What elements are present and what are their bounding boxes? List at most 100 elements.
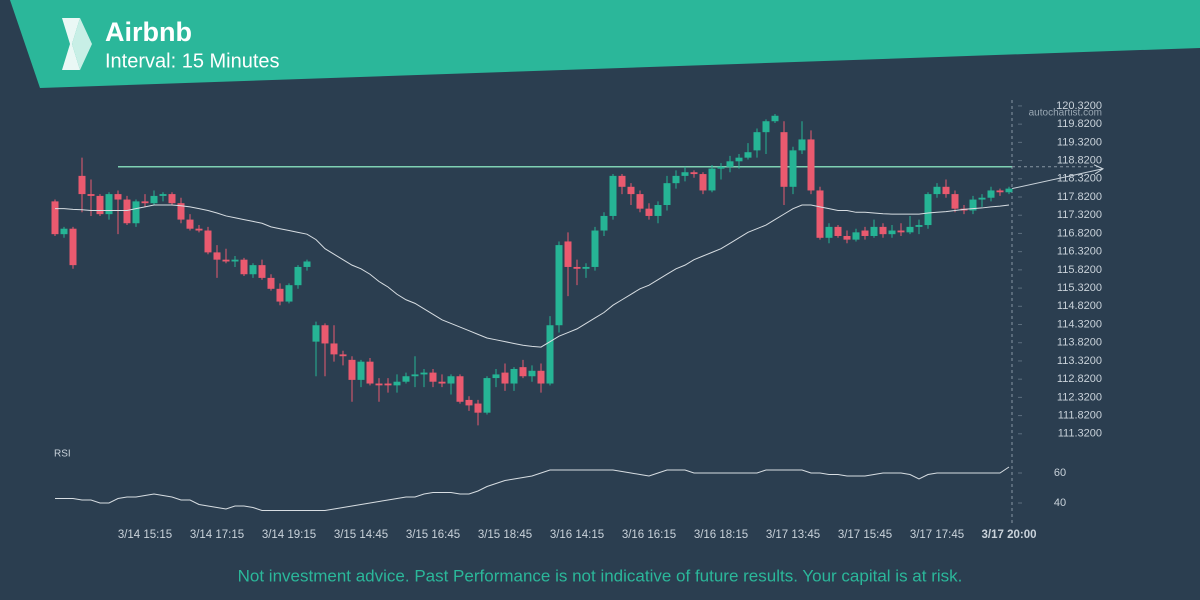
y-tick-label: 111.8200 xyxy=(1058,409,1102,421)
candle-body xyxy=(258,265,266,278)
candle-body xyxy=(708,168,716,191)
candle-body xyxy=(834,226,842,236)
candle-body xyxy=(906,226,914,233)
watermark: autochartist.com xyxy=(1029,108,1102,119)
y-tick-label: 118.8200 xyxy=(1057,154,1102,166)
candle-body xyxy=(213,252,221,260)
candle-body xyxy=(978,197,986,200)
header-title: Airbnb xyxy=(105,17,192,47)
x-tick-label: 3/17 17:45 xyxy=(910,529,964,541)
candle-body xyxy=(699,174,707,191)
candle-body xyxy=(942,186,950,195)
candle-body xyxy=(996,190,1004,193)
x-tick-label: 3/14 17:15 xyxy=(190,529,244,541)
candle-body xyxy=(825,226,833,238)
x-tick-label: 3/16 16:15 xyxy=(622,529,676,541)
y-tick-label: 120.3200 xyxy=(1056,100,1102,112)
candle-body xyxy=(519,367,527,377)
candle-body xyxy=(987,190,995,198)
rsi-tick-label: 60 xyxy=(1054,467,1066,479)
candle-body xyxy=(591,230,599,267)
candle-body xyxy=(357,361,365,380)
candle-body xyxy=(798,139,806,151)
y-tick-label: 112.8200 xyxy=(1057,373,1102,385)
x-tick-label: 3/17 13:45 xyxy=(766,529,820,541)
plot: 111.3200 111.8200 112.3200 112.8200 113.3200… xyxy=(51,100,1105,541)
candle-body xyxy=(465,399,473,406)
candle-body xyxy=(168,194,176,204)
candle-body xyxy=(744,152,752,158)
candle-body xyxy=(87,194,95,196)
candle-body xyxy=(204,230,212,253)
candle-body xyxy=(690,172,698,175)
candle-body xyxy=(735,157,743,162)
candle-body xyxy=(267,277,275,289)
candle-body xyxy=(456,376,464,402)
x-tick-label: 3/15 16:45 xyxy=(406,529,460,541)
candle-body xyxy=(321,325,329,344)
header-banner xyxy=(10,0,1200,88)
candle-body xyxy=(393,381,401,386)
y-tick-label: 114.8200 xyxy=(1057,300,1102,312)
y-tick-label: 117.8200 xyxy=(1057,191,1102,203)
candle-body xyxy=(132,201,140,224)
y-tick-label: 111.3200 xyxy=(1058,428,1102,440)
candle-body xyxy=(672,175,680,184)
candle-body xyxy=(447,376,455,384)
candle-body xyxy=(915,225,923,227)
x-tick-label: 3/17 15:45 xyxy=(838,529,892,541)
x-tick-label: 3/16 14:15 xyxy=(550,529,604,541)
candle-body xyxy=(141,201,149,204)
candle-body xyxy=(969,199,977,211)
candle-body xyxy=(609,175,617,216)
candle-body xyxy=(780,132,788,187)
y-tick-label: 116.8200 xyxy=(1057,227,1102,239)
candle-body xyxy=(573,266,581,269)
candle-body xyxy=(330,343,338,355)
candle-body xyxy=(1005,188,1013,193)
candle-body xyxy=(663,183,671,206)
candle-body xyxy=(303,261,311,267)
candle-body xyxy=(645,208,653,216)
logo xyxy=(62,18,80,70)
y-tick-label: 116.3200 xyxy=(1057,246,1102,258)
candle-body xyxy=(654,205,662,216)
candle-body xyxy=(384,383,392,386)
candle-body xyxy=(771,115,779,122)
candle-body xyxy=(150,195,158,204)
candle-body xyxy=(843,235,851,240)
candle-body xyxy=(636,194,644,209)
candle-body xyxy=(348,359,356,380)
candle-body xyxy=(528,370,536,377)
y-tick-label: 118.3200 xyxy=(1057,173,1102,185)
candle-body xyxy=(159,194,167,196)
candle-body xyxy=(366,361,374,384)
candle-body xyxy=(231,259,239,262)
x-tick-label: 3/14 15:15 xyxy=(118,529,172,541)
candle-body xyxy=(897,230,905,233)
x-tick-label: 3/14 19:15 xyxy=(262,529,316,541)
candle-body xyxy=(951,194,959,209)
disclaimer: Not investment advice. Past Performance … xyxy=(238,566,963,585)
candle-body xyxy=(474,403,482,413)
candle-body xyxy=(339,354,347,357)
x-tick-label: 3/15 18:45 xyxy=(478,529,532,541)
candle-body xyxy=(105,194,113,215)
rsi-line xyxy=(55,466,1010,511)
candle-body xyxy=(69,228,77,266)
candle-body xyxy=(807,139,815,191)
candle-body xyxy=(564,241,572,267)
y-tick-label: 115.8200 xyxy=(1057,264,1102,276)
candle-body xyxy=(420,372,428,375)
candle-body xyxy=(285,285,293,302)
forecast-arrow xyxy=(1011,164,1105,190)
candle-body xyxy=(870,226,878,236)
candle-body xyxy=(501,372,509,384)
logo xyxy=(72,18,92,70)
candle-body xyxy=(627,186,635,195)
candle-body xyxy=(240,259,248,275)
candle-body xyxy=(789,150,797,187)
candle-body xyxy=(681,172,689,176)
candle-body xyxy=(375,383,383,386)
